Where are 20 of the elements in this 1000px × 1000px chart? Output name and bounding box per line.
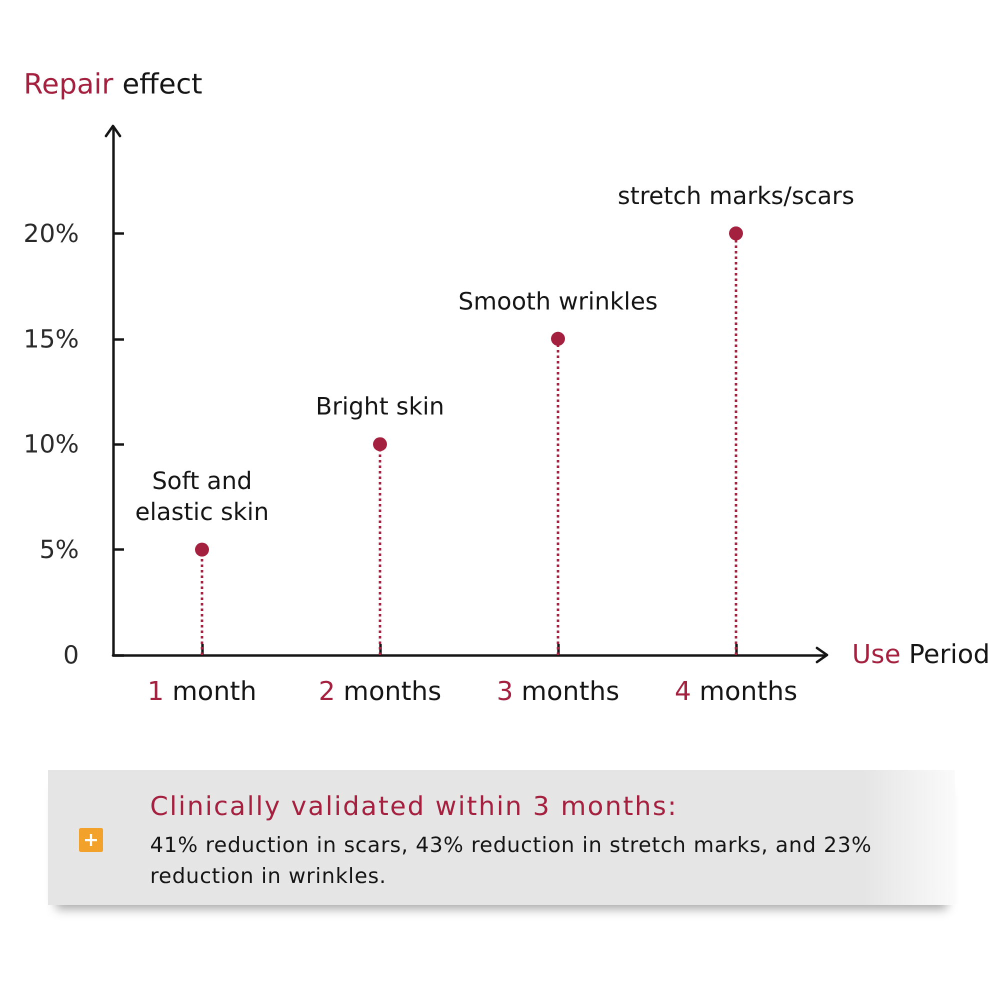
x-tick-label: 3 months — [496, 677, 620, 707]
annotation: Soft and elastic skin — [135, 467, 269, 526]
annotation: Bright skin — [316, 392, 444, 421]
x-tick-label: 2 months — [318, 677, 442, 707]
annotation: Smooth wrinkles — [458, 287, 658, 316]
y-tick-label: 15% — [23, 324, 79, 354]
point — [373, 437, 387, 452]
annotation: stretch marks/scars — [618, 182, 854, 210]
x-tick-label: 1 month — [147, 677, 257, 707]
y-axis-title: Repair effect — [24, 68, 202, 100]
point — [195, 542, 209, 557]
y-tick-label: 0 — [63, 640, 79, 670]
x-tick-label: 4 months — [674, 677, 798, 707]
y-tick-label: 10% — [23, 430, 79, 459]
x-axis-title: Use Period — [852, 640, 990, 670]
y-tick-label: 20% — [23, 218, 79, 248]
point — [729, 226, 743, 240]
point — [551, 332, 565, 346]
y-tick-label: 5% — [39, 535, 79, 564]
note-panel: Clinically validated within 3 months: 41% reduction in scars, 43% reduction in stretch marks, and 23% reduction in wrinkles. — [48, 770, 955, 905]
